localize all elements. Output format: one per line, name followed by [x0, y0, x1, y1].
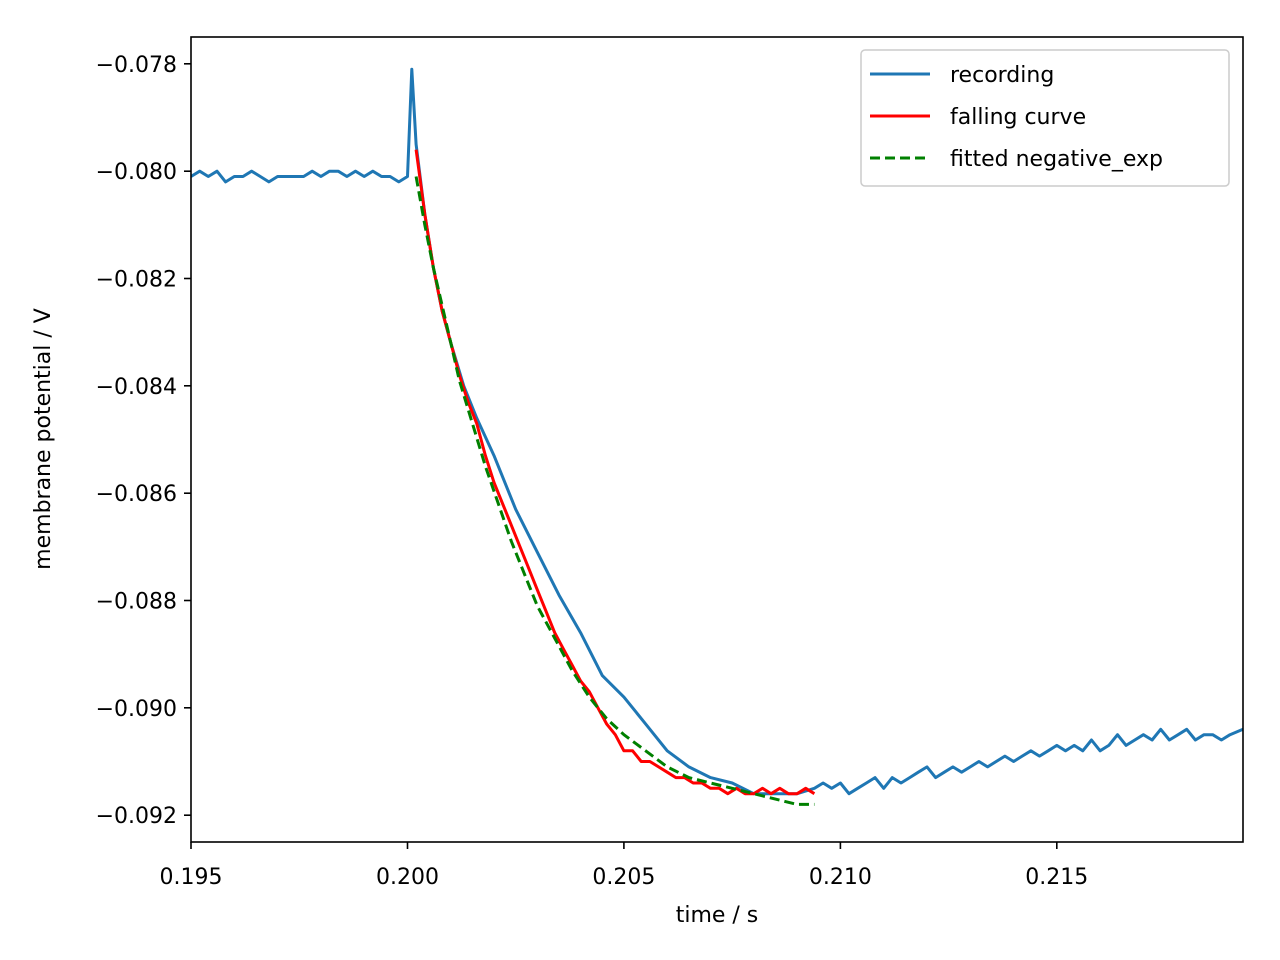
y-tick-label: −0.080	[96, 160, 177, 185]
y-tick-label: −0.082	[96, 268, 177, 293]
legend: recording falling curve fitted negative_…	[860, 49, 1230, 187]
x-axis-label: time / s	[676, 903, 759, 928]
series-line-fitted-negative-exp	[414, 176, 815, 806]
legend-label-fitted: fitted negative_exp	[950, 147, 1163, 172]
legend-label-falling-curve: falling curve	[950, 105, 1086, 130]
y-axis: −0.078 −0.080 −0.082 −0.084 −0.086 −0.088 −0.0…	[96, 53, 191, 829]
legend-box	[860, 49, 1230, 187]
x-tick-label: 0.210	[809, 865, 872, 890]
y-tick-label: −0.078	[96, 53, 177, 78]
x-tick-label: 0.215	[1025, 865, 1088, 890]
x-tick-label: 0.195	[160, 865, 223, 890]
y-axis-label: membrane potential / V	[31, 308, 56, 570]
series-line-recording	[191, 67, 1243, 796]
x-tick-label: 0.200	[376, 865, 439, 890]
series-layer	[191, 67, 1243, 806]
y-tick-label: −0.086	[96, 482, 177, 507]
y-tick-label: −0.092	[96, 804, 177, 829]
y-tick-label: −0.088	[96, 590, 177, 615]
x-tick-label: 0.205	[592, 865, 655, 890]
x-axis: 0.195 0.200 0.205 0.210 0.215	[160, 842, 1088, 890]
y-tick-label: −0.084	[96, 375, 177, 400]
y-tick-label: −0.090	[96, 697, 177, 722]
plot-frame	[190, 36, 1244, 843]
legend-label-recording: recording	[950, 63, 1054, 88]
